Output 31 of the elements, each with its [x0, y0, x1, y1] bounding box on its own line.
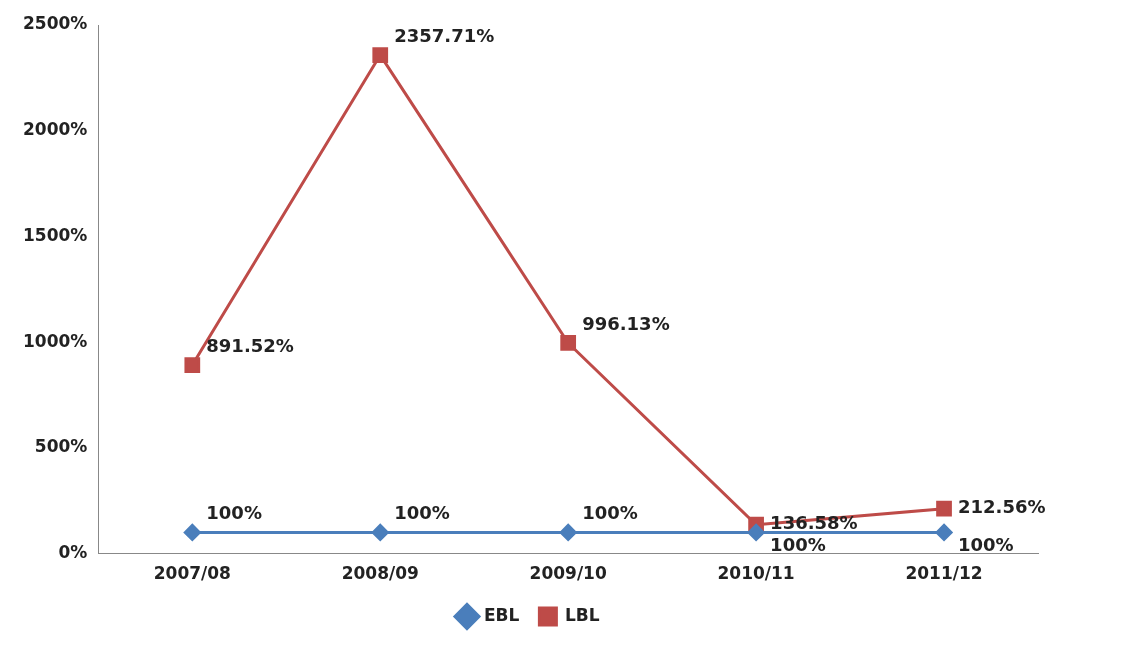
data-label: 100%	[958, 534, 1014, 556]
point	[747, 523, 765, 541]
x-tick-label: 2007/08	[153, 563, 231, 584]
x-tick-label: 2009/10	[529, 563, 607, 584]
data-label: 100%	[206, 502, 262, 524]
legend-label: EBL	[483, 604, 520, 625]
data-label: 100%	[770, 534, 826, 556]
x-tick-label: 2008/09	[341, 563, 419, 584]
data-label: 100%	[582, 502, 638, 524]
point	[560, 335, 577, 351]
legend-label: LBL	[564, 604, 600, 625]
point	[372, 47, 389, 63]
y-tick-label: 500%	[34, 436, 88, 457]
y-tick-label: 0%	[58, 542, 88, 563]
point	[935, 523, 953, 541]
y-tick-label: 2000%	[22, 119, 88, 140]
data-label: 891.52%	[206, 334, 294, 356]
y-tick-label: 1500%	[22, 224, 88, 245]
point	[184, 357, 201, 373]
point	[183, 523, 201, 541]
data-label: 212.56%	[958, 496, 1046, 518]
y-tick-label: 2500%	[22, 13, 88, 34]
point	[559, 523, 577, 541]
y-tick-label: 1000%	[22, 330, 88, 351]
point	[936, 500, 952, 517]
data-label: 2357.71%	[394, 24, 495, 46]
x-tick-label: 2010/11	[717, 563, 795, 584]
data-label: 100%	[394, 502, 450, 524]
data-label: 996.13%	[582, 312, 670, 334]
x-tick-label: 2011/12	[905, 563, 983, 584]
point	[371, 523, 389, 541]
